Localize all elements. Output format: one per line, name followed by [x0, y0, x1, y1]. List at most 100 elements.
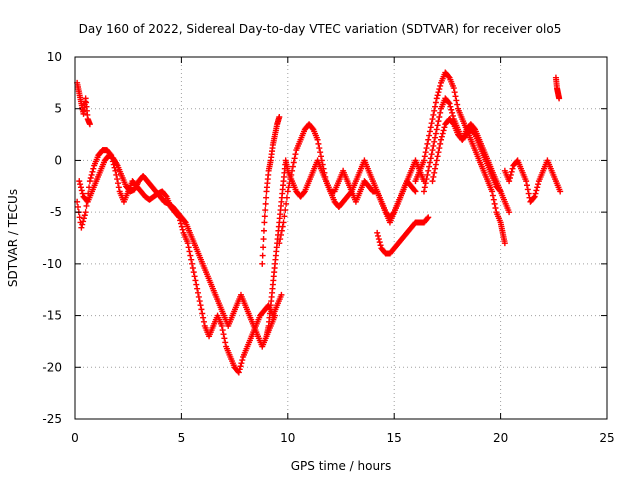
data-point	[535, 178, 542, 185]
data-point	[93, 178, 100, 185]
data-point-interp	[79, 221, 86, 228]
data-point	[555, 90, 562, 97]
data-point-interp	[449, 112, 456, 119]
data-point	[80, 110, 87, 117]
data-point-interp	[277, 231, 284, 238]
data-point	[80, 193, 87, 200]
data-point	[197, 302, 204, 309]
data-point	[455, 105, 462, 112]
data-point	[193, 281, 200, 288]
y-tick-label: 5	[54, 102, 62, 116]
data-point	[493, 209, 500, 216]
data-point	[272, 260, 279, 267]
data-point-interp	[453, 97, 460, 104]
data-point	[152, 188, 159, 195]
data-point-interp	[283, 194, 290, 201]
data-point	[103, 147, 110, 154]
data-point	[450, 85, 457, 92]
data-point	[235, 369, 242, 376]
series-track-a	[74, 147, 284, 375]
x-tick-label: 20	[493, 431, 508, 445]
data-point	[174, 209, 181, 216]
plot-frame	[74, 56, 608, 420]
data-point	[497, 188, 504, 195]
data-point	[446, 74, 453, 81]
data-point	[318, 157, 325, 164]
data-point-interp	[261, 213, 268, 220]
data-point	[344, 193, 351, 200]
data-point	[459, 116, 466, 123]
data-point	[540, 167, 547, 174]
data-point	[382, 209, 389, 216]
data-point	[297, 136, 304, 143]
data-point	[293, 188, 300, 195]
data-point-interp	[427, 124, 434, 131]
data-point	[263, 188, 270, 195]
data-point-interp	[80, 218, 87, 225]
data-point-interp	[375, 236, 382, 243]
data-point	[399, 188, 406, 195]
data-point-interp	[492, 205, 499, 212]
data-point-interp	[437, 109, 444, 116]
data-point-interp	[178, 223, 185, 230]
data-point-interp	[81, 212, 88, 219]
data-point-interp	[281, 213, 288, 220]
data-point-interp	[534, 184, 541, 191]
data-point	[301, 126, 308, 133]
data-point	[463, 131, 470, 138]
data-point-interp	[283, 200, 290, 207]
data-point	[352, 198, 359, 205]
data-point	[267, 157, 274, 164]
data-point-interp	[431, 107, 438, 114]
data-point	[301, 188, 308, 195]
data-point	[131, 186, 138, 193]
data-point	[180, 229, 187, 236]
data-point	[280, 178, 287, 185]
data-point	[497, 219, 504, 226]
data-point	[335, 178, 342, 185]
series-track-k	[502, 158, 563, 204]
data-point-interp	[411, 187, 418, 194]
data-point	[263, 333, 270, 340]
y-tick-label: -25	[42, 412, 62, 426]
data-point	[140, 172, 147, 179]
data-point-interp	[390, 210, 397, 217]
data-point-interp	[375, 232, 382, 239]
data-point-interp	[189, 264, 196, 271]
data-point	[314, 136, 321, 143]
data-point	[510, 162, 517, 169]
y-tick-label: 10	[47, 50, 62, 64]
data-point	[310, 167, 317, 174]
data-point	[425, 136, 432, 143]
data-point-interp	[449, 109, 456, 116]
data-point-interp	[316, 145, 323, 152]
data-point-interp	[431, 138, 438, 145]
data-point-interp	[76, 214, 83, 221]
data-point-interp	[490, 196, 497, 203]
data-point	[184, 240, 191, 247]
data-point	[408, 167, 415, 174]
data-point	[438, 105, 445, 112]
data-point	[229, 312, 236, 319]
data-point-interp	[319, 161, 326, 168]
data-point	[110, 155, 117, 162]
data-point	[514, 157, 521, 164]
data-point-interp	[426, 159, 433, 166]
data-point-interp	[315, 140, 322, 147]
data-point	[433, 126, 440, 133]
data-point-interp	[89, 168, 96, 175]
x-tick-label: 10	[280, 431, 295, 445]
data-point-interp	[525, 190, 532, 197]
data-point	[403, 178, 410, 185]
data-point	[206, 333, 213, 340]
data-point-interp	[74, 203, 81, 210]
data-point	[244, 343, 251, 350]
data-point-interp	[421, 153, 428, 160]
data-point-interp	[196, 298, 203, 305]
data-point	[352, 178, 359, 185]
data-point-interp	[507, 171, 514, 178]
y-axis-ticks: -25 -20 -15 -10 -5 0 5 10	[42, 50, 607, 426]
data-point	[506, 209, 513, 216]
data-point-interp	[437, 140, 444, 147]
data-point	[446, 116, 453, 123]
